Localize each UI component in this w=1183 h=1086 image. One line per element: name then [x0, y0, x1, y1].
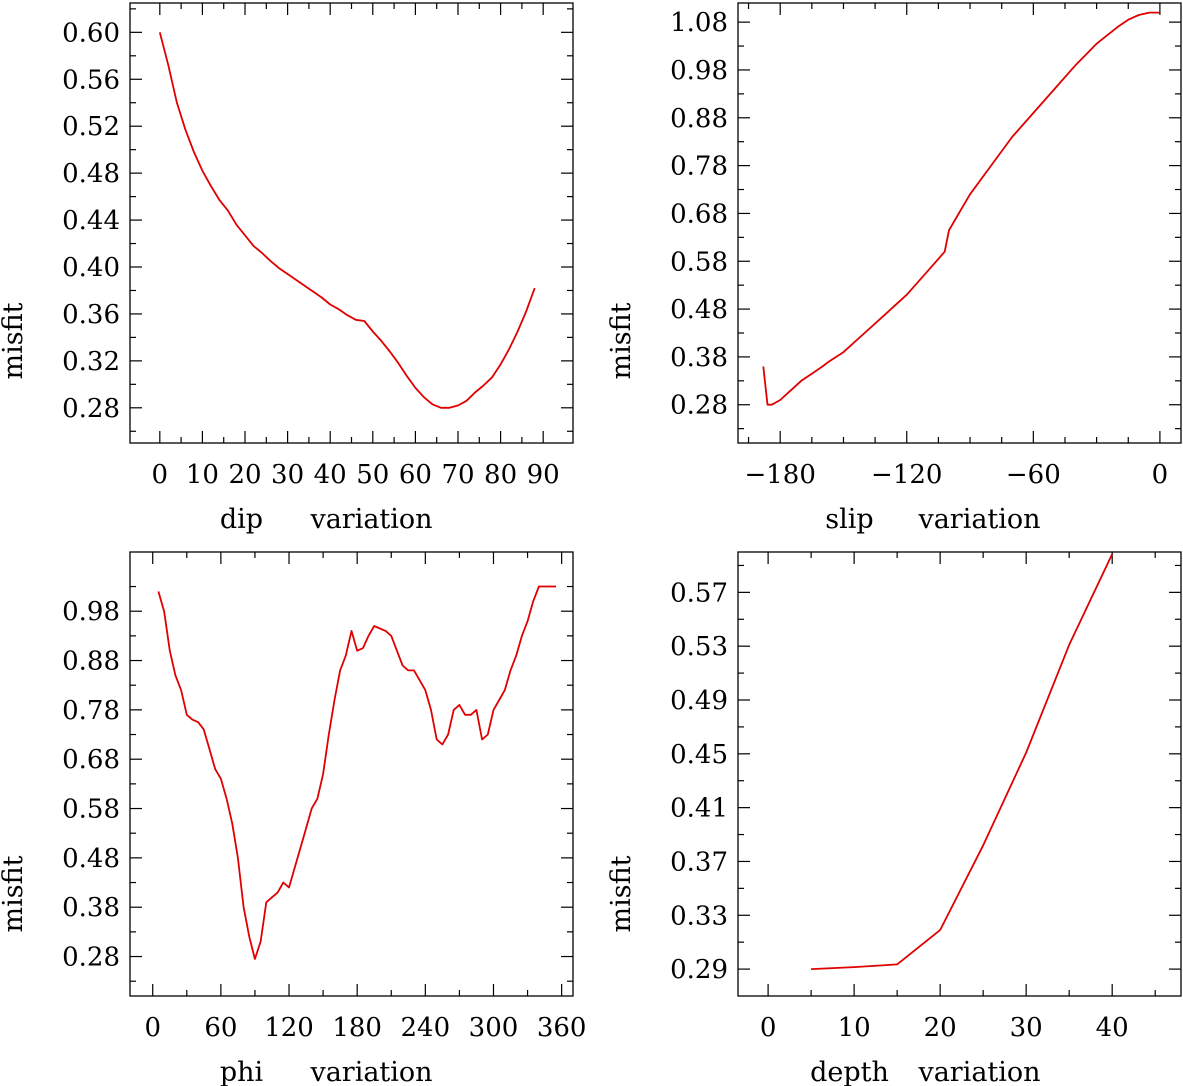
dip-x-tick-label: 10	[186, 460, 219, 490]
slip-plot-frame	[737, 2, 1182, 444]
dip-x-tick-label: 80	[484, 460, 517, 490]
slip-y-tick-label: 0.68	[670, 199, 728, 229]
phi-x-tick-label: 300	[469, 1013, 519, 1043]
depth-misfit-curve	[811, 553, 1114, 970]
slip-y-tick-label: 0.48	[670, 295, 728, 325]
slip-y-tick-label: 0.88	[670, 104, 728, 134]
depth-y-tick-label: 0.53	[670, 632, 728, 662]
dip-x-tick-label: 60	[399, 460, 432, 490]
depth-y-tick-label: 0.29	[670, 955, 728, 985]
dip-x-tick-label: 50	[356, 460, 389, 490]
phi-x-axis-label: phi	[220, 1057, 264, 1086]
phi-x-tick-label: 180	[332, 1013, 382, 1043]
slip-y-axis-label: misfit	[606, 302, 637, 379]
phi-plot-frame	[129, 551, 574, 997]
depth-panel: 0 10 20 30 40 0.29 0.33 0.37 0.41 0.45 0.49 0.53 0.5…	[606, 551, 1182, 1086]
dip-x-axis-label: dip	[220, 504, 263, 535]
dip-y-tick-label: 0.28	[62, 394, 120, 424]
dip-x-tick-label: 30	[271, 460, 304, 490]
dip-x-tick-label: 20	[228, 460, 261, 490]
depth-y-tick-label: 0.33	[670, 901, 728, 931]
slip-y-tick-label: 0.58	[670, 247, 728, 277]
depth-y-tick-label: 0.45	[670, 740, 728, 770]
depth-y-tick-label: 0.57	[670, 578, 728, 608]
slip-x-axis-label-variation: variation	[917, 504, 1040, 535]
phi-x-tick-label: 240	[401, 1013, 451, 1043]
phi-panel: 0 60 120 180 240 300 360 0.28 0.38 0.48 0.58 0.68 0.…	[0, 551, 587, 1086]
slip-x-axis-label: slip	[825, 504, 873, 535]
slip-misfit-curve	[762, 11, 1160, 406]
depth-y-tick-label: 0.49	[670, 686, 728, 716]
phi-x-tick-label: 360	[537, 1013, 587, 1043]
slip-panel: −180 −120 −60 0 0.28 0.38 0.48 0.58 0.68 0.78 0.88…	[606, 2, 1182, 535]
dip-x-tick-label: 70	[441, 460, 474, 490]
dip-x-tick-label: 0	[152, 460, 169, 490]
dip-y-tick-label: 0.44	[62, 206, 120, 236]
dip-y-tick-label: 0.48	[62, 159, 120, 189]
dip-y-tick-label: 0.36	[62, 300, 120, 330]
slip-x-tick-label: −60	[1006, 460, 1061, 490]
dip-x-axis-label-variation: variation	[309, 504, 432, 535]
depth-y-tick-label: 0.37	[670, 847, 728, 877]
slip-y-tick-label: 0.98	[670, 56, 728, 86]
depth-x-tick-label: 10	[838, 1013, 871, 1043]
slip-y-tick-label: 0.28	[670, 391, 728, 421]
depth-x-axis-label-variation: variation	[917, 1057, 1040, 1086]
dip-y-tick-label: 0.40	[62, 253, 120, 283]
slip-x-tick-label: 0	[1152, 460, 1169, 490]
dip-y-tick-label: 0.60	[62, 18, 120, 48]
depth-y-tick-label: 0.41	[670, 794, 728, 824]
phi-y-tick-label: 0.28	[62, 943, 120, 973]
phi-y-tick-label: 0.88	[62, 647, 120, 677]
phi-x-tick-label: 0	[144, 1013, 161, 1043]
slip-x-tick-label: −120	[871, 460, 942, 490]
phi-y-tick-label: 0.58	[62, 795, 120, 825]
depth-x-tick-label: 40	[1096, 1013, 1129, 1043]
depth-plot-frame	[737, 551, 1182, 997]
dip-y-axis-label: misfit	[0, 302, 29, 379]
slip-y-tick-label: 1.08	[670, 8, 728, 38]
depth-x-tick-label: 0	[760, 1013, 777, 1043]
dip-panel: 0 10 20 30 40 50 60 70 80 90 0.28 0.32 0.36 0.40 0.44 0…	[0, 2, 574, 535]
phi-x-tick-label: 120	[264, 1013, 314, 1043]
slip-y-tick-label: 0.38	[670, 343, 728, 373]
slip-x-tick-label: −180	[744, 460, 815, 490]
depth-y-axis-label: misfit	[606, 855, 637, 932]
phi-y-tick-label: 0.98	[62, 597, 120, 627]
dip-y-tick-label: 0.32	[62, 347, 120, 377]
dip-misfit-curve	[158, 32, 536, 409]
phi-y-tick-label: 0.78	[62, 696, 120, 726]
dip-plot-frame	[129, 2, 574, 444]
depth-x-tick-label: 20	[924, 1013, 957, 1043]
dip-y-tick-label: 0.52	[62, 112, 120, 142]
depth-x-axis-label: depth	[810, 1057, 889, 1086]
phi-x-tick-label: 60	[204, 1013, 237, 1043]
phi-y-tick-label: 0.68	[62, 745, 120, 775]
phi-misfit-curve	[157, 585, 556, 960]
dip-y-tick-label: 0.56	[62, 65, 120, 95]
phi-y-tick-label: 0.48	[62, 844, 120, 874]
phi-x-axis-label-variation: variation	[309, 1057, 432, 1086]
dip-x-tick-label: 90	[527, 460, 560, 490]
phi-y-tick-label: 0.38	[62, 893, 120, 923]
phi-y-axis-label: misfit	[0, 855, 29, 932]
dip-x-tick-label: 40	[314, 460, 347, 490]
slip-y-tick-label: 0.78	[670, 152, 728, 182]
depth-x-tick-label: 30	[1010, 1013, 1043, 1043]
